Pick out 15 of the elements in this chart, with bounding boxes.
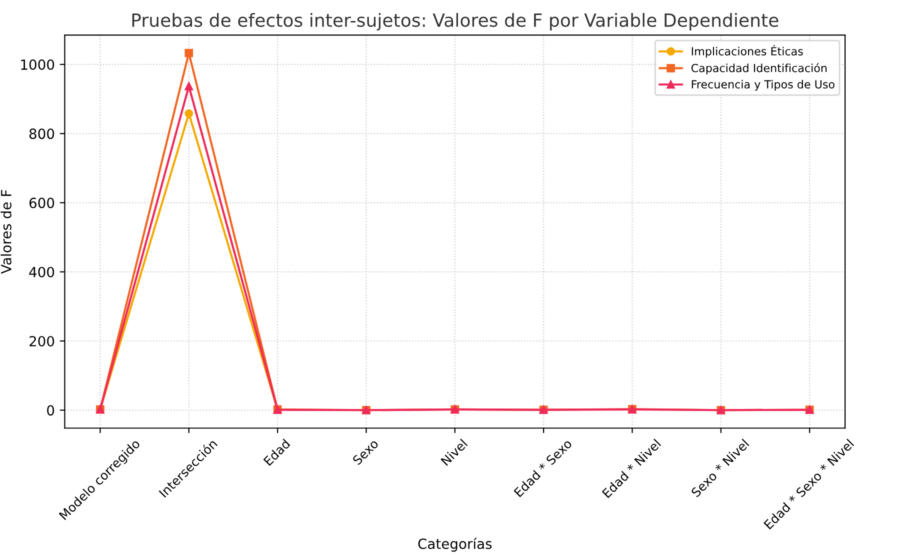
y-tick-label: 800 [29, 128, 54, 140]
legend-label: Frecuencia y Tipos de Uso [692, 80, 834, 91]
legend-label: Implicaciones Éticas [692, 45, 803, 58]
y-tick-label: 400 [29, 266, 54, 278]
point [184, 48, 194, 58]
point [184, 82, 194, 90]
chart-title: Pruebas de efectos inter-sujetos: Valores de F por Variable Dependiente [132, 12, 778, 30]
y-tick-label: 200 [30, 336, 54, 346]
y-tick-label: 1000 [21, 59, 54, 70]
y-tick-label: 600 [29, 198, 54, 208]
x-axis-title: Categorías [418, 538, 492, 552]
legend-label: Capacidad Identificación [691, 63, 827, 74]
y-axis-title: Valores de F [0, 190, 12, 274]
point [184, 109, 194, 118]
y-tick-label: 0 [47, 405, 54, 416]
